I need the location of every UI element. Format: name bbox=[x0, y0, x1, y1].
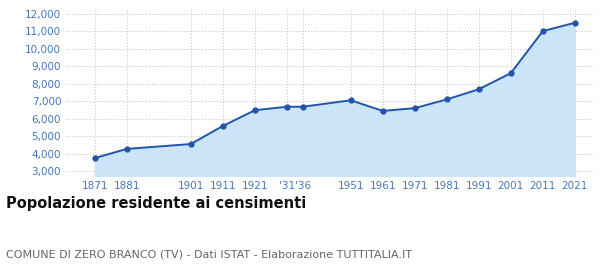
Text: Popolazione residente ai censimenti: Popolazione residente ai censimenti bbox=[6, 196, 306, 211]
Text: COMUNE DI ZERO BRANCO (TV) - Dati ISTAT - Elaborazione TUTTITALIA.IT: COMUNE DI ZERO BRANCO (TV) - Dati ISTAT … bbox=[6, 249, 412, 259]
